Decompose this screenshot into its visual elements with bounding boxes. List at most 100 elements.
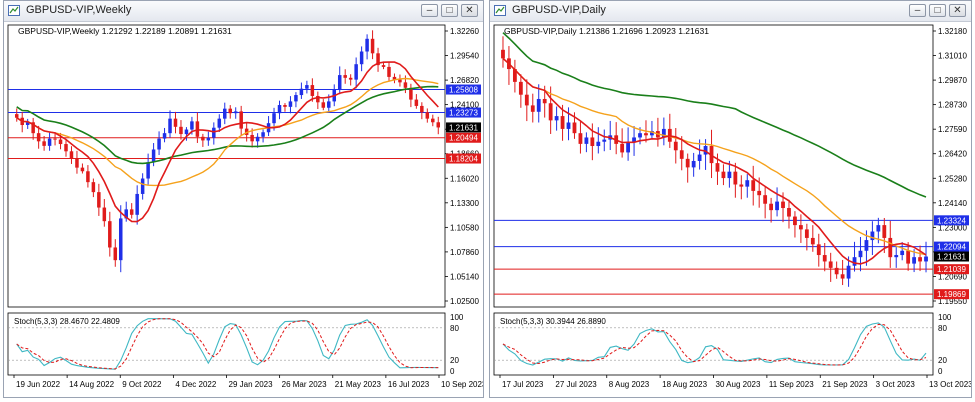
price-level-label: 1.25808 <box>449 86 478 95</box>
candle-body <box>343 75 347 78</box>
window-title: GBPUSD-VIP,Weekly <box>26 4 132 16</box>
x-axis-tick-label: 30 Aug 2023 <box>716 380 761 389</box>
ma-fast-line <box>502 57 927 265</box>
candle-body <box>810 237 815 245</box>
candle-body <box>852 257 857 266</box>
price-level-label: 1.21039 <box>937 265 966 274</box>
candle-body <box>924 256 928 262</box>
candle-body <box>288 101 293 107</box>
x-axis-tick-label: 18 Aug 2023 <box>662 380 707 389</box>
close-button[interactable]: ✕ <box>949 4 966 17</box>
stoch-level-label: 0 <box>450 367 455 376</box>
candle-body <box>212 127 216 138</box>
y-axis-tick-label: 1.32260 <box>450 27 479 36</box>
candle-body <box>201 136 205 141</box>
candle-body <box>162 133 167 139</box>
price-level-tag <box>446 153 481 164</box>
window-titlebar[interactable]: GBPUSD-VIP,Weekly – □ ✕ <box>4 1 483 22</box>
candle-body <box>250 134 254 142</box>
minimize-button[interactable]: – <box>421 4 438 17</box>
weekly-chart-window[interactable]: GBPUSD-VIP,Weekly – □ ✕ GBPUSD-VIP,Weekl… <box>3 0 484 398</box>
candle-body <box>316 95 320 103</box>
candle-body <box>376 53 380 66</box>
stoch-level-label: 80 <box>450 324 459 333</box>
maximize-button[interactable]: □ <box>929 4 946 17</box>
candle-body <box>602 139 607 142</box>
price-level-label: 1.18204 <box>449 155 478 164</box>
ma-slow-line <box>16 85 439 165</box>
candle-body <box>184 129 189 135</box>
weekly-chart-canvas[interactable]: GBPUSD-VIP,Weekly 1.21292 1.22189 1.2089… <box>4 21 483 397</box>
candle-body <box>233 111 238 114</box>
price-level-label: 1.19869 <box>937 290 966 299</box>
candle-body <box>524 94 529 106</box>
price-level-label: 1.23324 <box>937 216 966 225</box>
candle-body <box>566 122 571 129</box>
y-axis-tick-label: 1.16020 <box>450 174 479 183</box>
candle-body <box>906 250 911 264</box>
candle-body <box>757 190 762 196</box>
price-level-tag <box>934 241 969 252</box>
price-level-tag <box>446 132 481 143</box>
candle-body <box>354 64 358 80</box>
candle-body <box>679 150 684 159</box>
candle-body <box>733 171 738 185</box>
candle-body <box>822 255 827 262</box>
candle-body <box>392 76 397 80</box>
candle-body <box>673 141 678 151</box>
candle-body <box>414 99 419 106</box>
ma-fast-line <box>16 61 439 223</box>
y-axis-tick-label: 1.27590 <box>938 125 967 134</box>
candle-body <box>590 137 595 147</box>
candle-body <box>223 108 227 119</box>
chart-window-icon <box>494 5 506 16</box>
y-axis-tick-label: 1.07860 <box>450 248 479 257</box>
candle-body <box>102 207 107 222</box>
candle-body <box>560 116 565 129</box>
candle-body <box>661 128 666 138</box>
main-plot-frame <box>493 24 934 308</box>
stoch-signal-line <box>502 323 927 366</box>
candle-body <box>638 133 642 138</box>
candle-body <box>888 237 893 258</box>
daily-chart-window[interactable]: GBPUSD-VIP,Daily – □ ✕ GBPUSD-VIP,Daily … <box>489 0 972 398</box>
price-level-tag <box>934 289 969 300</box>
stoch-level-label: 0 <box>938 367 943 376</box>
candle-body <box>739 184 744 187</box>
stoch-level-label: 100 <box>450 313 464 322</box>
candle-body <box>501 49 505 59</box>
candle-body <box>151 149 156 163</box>
y-axis-tick-label: 1.02500 <box>450 297 479 306</box>
close-button[interactable]: ✕ <box>461 4 478 17</box>
daily-chart-canvas[interactable]: GBPUSD-VIP,Daily 1.21386 1.21696 1.20923… <box>490 21 971 397</box>
maximize-button[interactable]: □ <box>441 4 458 17</box>
stoch-level-label: 20 <box>450 356 459 365</box>
ma-mid-line <box>502 57 927 256</box>
candle-body <box>140 178 145 194</box>
candle-body <box>650 131 654 136</box>
window-titlebar[interactable]: GBPUSD-VIP,Daily – □ ✕ <box>490 1 971 22</box>
candle-body <box>157 138 161 150</box>
candle-body <box>53 138 57 140</box>
candle-body <box>912 257 917 264</box>
minimize-button[interactable]: – <box>909 4 926 17</box>
candle-body <box>536 98 541 112</box>
stoch-main-line <box>16 318 439 370</box>
candle-body <box>42 141 46 146</box>
candle-body <box>775 201 779 211</box>
candle-body <box>113 247 118 261</box>
main-plot-frame <box>7 24 446 308</box>
price-level-tag <box>934 215 969 226</box>
candle-body <box>882 225 887 238</box>
candle-body <box>542 98 547 104</box>
candle-body <box>644 133 648 136</box>
candle-body <box>816 244 821 256</box>
candle-body <box>195 121 200 137</box>
candle-body <box>86 171 90 183</box>
x-axis-tick-label: 16 Jul 2023 <box>388 380 430 389</box>
price-level-tag <box>446 84 481 95</box>
candle-body <box>572 122 577 134</box>
candle-body <box>321 102 326 108</box>
candle-body <box>420 105 424 113</box>
candle-body <box>168 118 172 134</box>
